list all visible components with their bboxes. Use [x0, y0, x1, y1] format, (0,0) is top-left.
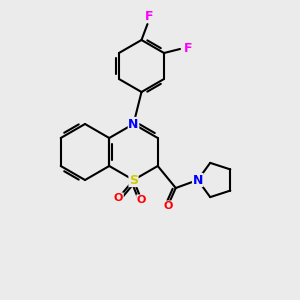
Text: S: S — [129, 173, 138, 187]
Text: O: O — [137, 195, 146, 205]
Text: O: O — [114, 193, 123, 203]
Text: F: F — [145, 10, 154, 22]
Text: O: O — [163, 201, 172, 211]
Text: N: N — [128, 118, 139, 130]
Text: F: F — [184, 43, 192, 56]
Text: N: N — [193, 173, 203, 187]
